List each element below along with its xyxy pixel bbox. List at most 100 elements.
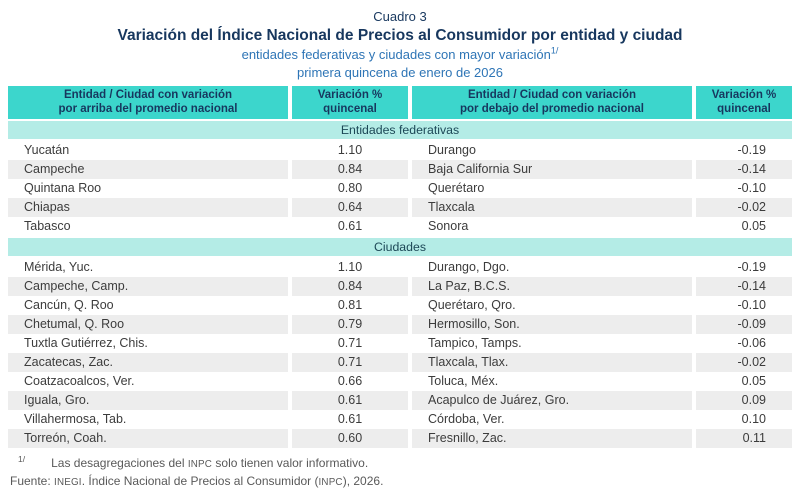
entity-above-value: 0.64 — [292, 198, 408, 217]
city-below-value: -0.02 — [696, 353, 792, 372]
city-above-name: Villahermosa, Tab. — [24, 412, 127, 426]
city-below-value: -0.19 — [737, 260, 767, 274]
city-above-value: 0.60 — [292, 429, 408, 448]
table-row: Chetumal, Q. Roo 0.79 Hermosillo, Son. -… — [8, 315, 792, 334]
city-above-name: Cancún, Q. Roo — [24, 298, 114, 312]
city-below-name: La Paz, B.C.S. — [412, 277, 692, 296]
city-above-name: Zacatecas, Zac. — [8, 353, 288, 372]
table-row: Iguala, Gro. 0.61 Acapulco de Juárez, Gr… — [8, 391, 792, 410]
table-header-row: Entidad / Ciudad con variación por arrib… — [8, 86, 792, 119]
entity-above-name: Chiapas — [8, 198, 288, 217]
source-line: Fuente: INEGI. Índice Nacional de Precio… — [10, 474, 792, 490]
header-line: Entidad / Ciudad con variación — [467, 89, 637, 101]
table-number: Cuadro 3 — [373, 9, 427, 24]
city-below-name: Toluca, Méx. — [428, 374, 499, 388]
city-below-name: Córdoba, Ver. — [428, 412, 505, 426]
header-entity-below: Entidad / Ciudad con variación por debaj… — [412, 86, 692, 119]
section-ciudades: Ciudades — [8, 238, 792, 256]
city-above-name: Tuxtla Gutiérrez, Chis. — [24, 336, 148, 350]
city-below-value: -0.09 — [696, 315, 792, 334]
entity-above-value: 1.10 — [337, 143, 363, 157]
table-row: Chiapas 0.64 Tlaxcala -0.02 — [8, 198, 792, 217]
city-above-value: 0.79 — [292, 315, 408, 334]
inpc-acronym: INPC — [187, 459, 213, 470]
city-above-name: Torreón, Coah. — [8, 429, 288, 448]
city-below-value: 0.05 — [741, 374, 766, 388]
title-block: Cuadro 3 Variación del Índice Nacional d… — [0, 0, 800, 82]
table-row: Tabasco 0.61 Sonora 0.05 — [8, 217, 792, 236]
table-row: Tuxtla Gutiérrez, Chis. 0.71 Tampico, Ta… — [8, 334, 792, 353]
table-row: Cancún, Q. Roo 0.81 Querétaro, Qro. -0.1… — [8, 296, 792, 315]
header-variation-right: Variación % quincenal — [696, 86, 792, 119]
footnote-text: Las desagregaciones del INPC solo tienen… — [51, 456, 368, 470]
city-above-value: 0.61 — [337, 412, 363, 426]
entity-below-value: -0.02 — [696, 198, 792, 217]
city-below-name: Acapulco de Juárez, Gro. — [412, 391, 692, 410]
city-above-value: 0.71 — [337, 336, 363, 350]
city-below-value: -0.06 — [737, 336, 767, 350]
table-row: Coatzacoalcos, Ver. 0.66 Toluca, Méx. 0.… — [8, 372, 792, 391]
entity-below-value: -0.14 — [696, 160, 792, 179]
table-row: Quintana Roo 0.80 Querétaro -0.10 — [8, 179, 792, 198]
header-line: Variación % — [317, 89, 383, 101]
city-below-value: 0.09 — [696, 391, 792, 410]
table-row: Campeche 0.84 Baja California Sur -0.14 — [8, 160, 792, 179]
entity-below-name: Sonora — [428, 219, 469, 233]
city-above-value: 0.84 — [292, 277, 408, 296]
entity-below-value: 0.05 — [741, 219, 766, 233]
subtitle-period: primera quincena de enero de 2026 — [297, 65, 503, 80]
entity-above-name: Campeche — [8, 160, 288, 179]
entity-below-name: Durango — [428, 143, 476, 157]
city-below-value: 0.10 — [741, 412, 766, 426]
inegi-acronym: INEGI — [54, 477, 82, 488]
entity-below-name: Baja California Sur — [412, 160, 692, 179]
table-row: Villahermosa, Tab. 0.61 Córdoba, Ver. 0.… — [8, 410, 792, 429]
footnote-ref: 1/ — [550, 45, 559, 56]
subtitle-scope-text: entidades federativas y ciudades con may… — [241, 47, 551, 62]
entity-above-name: Tabasco — [24, 219, 71, 233]
footnote: 1/Las desagregaciones del INPC solo tien… — [18, 452, 792, 472]
city-above-value: 1.10 — [337, 260, 363, 274]
city-below-value: -0.14 — [696, 277, 792, 296]
city-above-name: Mérida, Yuc. — [24, 260, 94, 274]
subtitle-scope: entidades federativas y ciudades con may… — [0, 46, 800, 64]
header-line: quincenal — [323, 102, 377, 115]
entity-above-value: 0.80 — [337, 181, 363, 195]
footnote-marker: 1/ — [18, 454, 26, 464]
header-line: por debajo del promedio nacional — [459, 102, 645, 115]
header-line: Variación % — [711, 89, 777, 101]
city-below-value: 0.11 — [696, 429, 792, 448]
table-row: Zacatecas, Zac. 0.71 Tlaxcala, Tlax. -0.… — [8, 353, 792, 372]
table-row: Campeche, Camp. 0.84 La Paz, B.C.S. -0.1… — [8, 277, 792, 296]
entity-below-value: -0.19 — [737, 143, 767, 157]
table-row: Torreón, Coah. 0.60 Fresnillo, Zac. 0.11 — [8, 429, 792, 448]
city-above-name: Coatzacoalcos, Ver. — [24, 374, 135, 388]
inpc-acronym: INPC — [318, 477, 343, 488]
footnote-text-part: Las desagregaciones del — [51, 456, 188, 470]
header-line: Entidad / Ciudad con variación — [63, 89, 233, 101]
city-above-name: Campeche, Camp. — [8, 277, 288, 296]
city-above-name: Iguala, Gro. — [8, 391, 288, 410]
city-above-value: 0.81 — [337, 298, 363, 312]
city-above-value: 0.61 — [292, 391, 408, 410]
entity-above-value: 0.84 — [292, 160, 408, 179]
table-row: Mérida, Yuc. 1.10 Durango, Dgo. -0.19 — [8, 258, 792, 277]
footnote-text-part: solo tienen valor informativo. — [212, 456, 369, 470]
header-variation-left: Variación % quincenal — [292, 86, 408, 119]
table-row: Yucatán 1.10 Durango -0.19 — [8, 141, 792, 160]
city-below-name: Durango, Dgo. — [428, 260, 510, 274]
city-above-value: 0.71 — [292, 353, 408, 372]
header-entity-above: Entidad / Ciudad con variación por arrib… — [8, 86, 288, 119]
source-text-part: Fuente: — [10, 474, 55, 488]
entity-above-value: 0.61 — [337, 219, 363, 233]
source-text-part: ), 2026. — [342, 474, 384, 488]
city-below-name: Tlaxcala, Tlax. — [412, 353, 692, 372]
city-below-name: Querétaro, Qro. — [428, 298, 516, 312]
city-above-name: Chetumal, Q. Roo — [8, 315, 288, 334]
header-line: por arriba del promedio nacional — [58, 102, 238, 115]
entity-below-value: -0.10 — [737, 181, 767, 195]
entity-below-name: Tlaxcala — [412, 198, 692, 217]
source-text-part: . Índice Nacional de Precios al Consumid… — [81, 474, 319, 488]
page-title: Variación del Índice Nacional de Precios… — [117, 27, 683, 44]
